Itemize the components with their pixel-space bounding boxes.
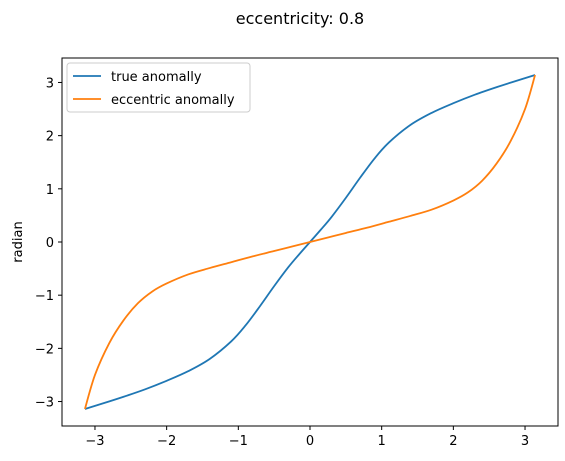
y-axis-label: radian — [11, 221, 26, 262]
x-tick-label: −2 — [157, 434, 176, 449]
legend: true anomally eccentric anomally — [66, 62, 251, 113]
legend-items: true anomally eccentric anomally — [73, 70, 235, 108]
y-axis-ticks: −3 −2 −1 0 1 2 3 — [35, 76, 62, 411]
x-tick-label: 2 — [449, 434, 457, 449]
series-line-eccentric-anomally — [84, 74, 536, 410]
x-tick-label: 0 — [306, 434, 314, 449]
legend-label: true anomally — [111, 70, 202, 85]
x-tick-label: 1 — [378, 434, 386, 449]
y-tick-label: −2 — [35, 342, 54, 357]
y-tick-label: −1 — [35, 289, 54, 304]
x-tick-label: −1 — [229, 434, 248, 449]
y-tick-label: −3 — [35, 396, 54, 411]
legend-box — [66, 62, 251, 113]
x-tick-label: 3 — [521, 434, 529, 449]
legend-label: eccentric anomally — [111, 93, 235, 108]
y-tick-label: 3 — [46, 76, 54, 91]
y-tick-label: 2 — [46, 130, 54, 145]
x-axis-ticks: −3 −2 −1 0 1 2 3 — [85, 426, 529, 449]
chart-title: eccentricity: 0.8 — [236, 9, 364, 28]
series-layer — [84, 74, 536, 410]
x-tick-label: −3 — [85, 434, 104, 449]
y-tick-label: 1 — [46, 183, 54, 198]
y-tick-label: 0 — [46, 236, 54, 251]
